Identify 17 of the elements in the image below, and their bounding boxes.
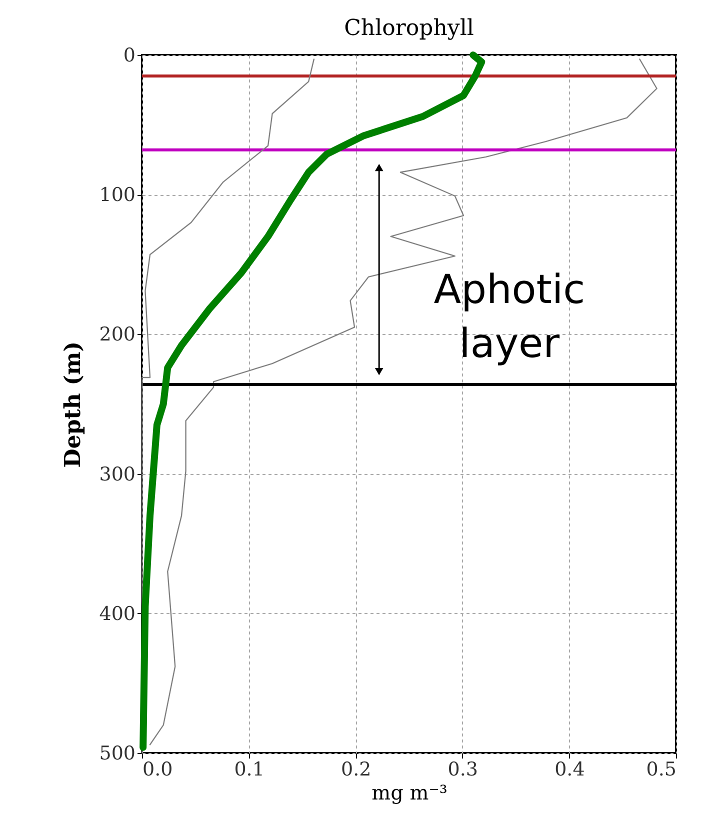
annotation: Aphotic layer — [434, 266, 586, 367]
x-tick-label: 0.0 — [142, 758, 173, 780]
y-tick-label: 200 — [99, 324, 136, 346]
chart-title: Chlorophyll — [344, 16, 474, 41]
x-tick-label: 0.3 — [448, 758, 478, 780]
y-tick-label: 0 — [123, 44, 136, 66]
x-tick-label: 0.4 — [554, 758, 585, 780]
y-axis-title: Depth (m) — [60, 341, 86, 468]
y-tick-label: 100 — [99, 184, 136, 206]
x-axis-title: mg m⁻³ — [372, 780, 448, 804]
y-tick-label: 500 — [99, 742, 136, 764]
y-tick-label: 400 — [99, 602, 136, 625]
y-tick-label: 300 — [99, 463, 136, 486]
x-tick-label: 0.1 — [234, 758, 264, 780]
x-tick-label: 0.2 — [340, 758, 372, 780]
line-series — [149, 58, 658, 746]
x-tick-label: 0.5 — [646, 758, 676, 780]
